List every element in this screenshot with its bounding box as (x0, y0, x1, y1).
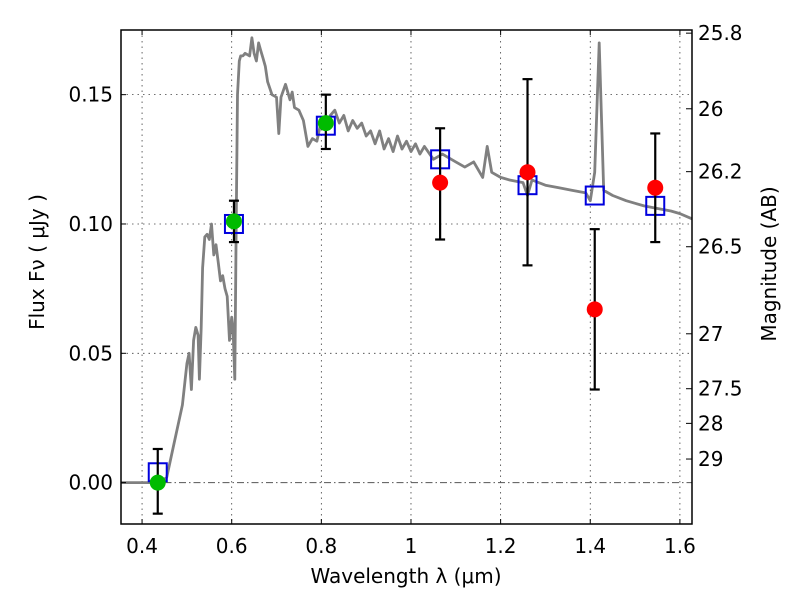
x-tick-label: 1.6 (664, 534, 696, 558)
grid (121, 30, 692, 524)
x-tick-label: 1.2 (485, 534, 517, 558)
y-tick-label: 0.15 (68, 83, 113, 107)
spectrum-line (121, 36, 693, 485)
y-axis-label-right: Magnitude (AB) (757, 186, 781, 341)
y-right-tick-label: 26.2 (698, 160, 743, 184)
x-tick-label: 0.6 (216, 534, 248, 558)
x-tick-label: 1 (405, 534, 418, 558)
y-right-tick-label: 27 (698, 322, 723, 346)
y-right-tick-label: 26.5 (698, 235, 743, 259)
y-right-tick-label: 25.8 (698, 21, 743, 45)
x-axis: 0.4 0.6 0.8 1 1.2 1.4 1.6 (126, 30, 696, 558)
y-tick-label: 0.10 (68, 212, 113, 236)
detection-point (149, 474, 166, 491)
x-tick-label: 0.8 (305, 534, 337, 558)
y-axis-label-left: Flux Fν ( μJy ) (25, 194, 49, 330)
low-significance-point (586, 301, 603, 318)
y-right-tick-label: 27.5 (698, 377, 743, 401)
y-right-tick-label: 29 (698, 447, 723, 471)
x-tick-label: 0.4 (126, 534, 158, 558)
spectrum-layer (121, 36, 693, 485)
y-axis-right: 25.8 26 26.2 26.5 27 27.5 28 29 (686, 21, 743, 471)
model-photometry-square (584, 185, 605, 206)
x-axis-label: Wavelength λ (μm) (310, 564, 501, 588)
y-right-tick-label: 28 (698, 411, 723, 435)
detection-point (225, 213, 242, 230)
y-axis-left: 0.00 0.05 0.10 0.15 (68, 83, 126, 495)
x-tick-label: 1.4 (574, 534, 606, 558)
detection-point (317, 115, 334, 132)
y-tick-label: 0.00 (68, 471, 113, 495)
low-significance-point (519, 164, 536, 181)
plot-frame (120, 29, 693, 525)
low-significance-point (432, 174, 449, 191)
y-right-tick-label: 26 (698, 97, 723, 121)
low-significance-point (647, 179, 664, 196)
y-tick-label: 0.05 (68, 341, 113, 365)
points-layer (147, 78, 666, 515)
